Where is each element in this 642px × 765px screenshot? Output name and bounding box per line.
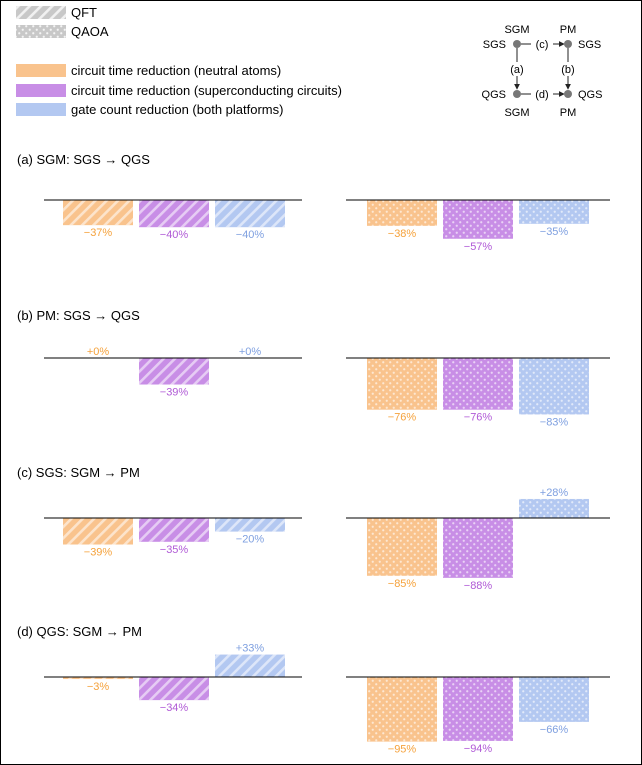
schematic-top-left-side: SGS xyxy=(483,39,506,51)
legend: QFT QAOA circuit time reduction (neutral… xyxy=(16,5,342,117)
schematic-bottom-right-side: QGS xyxy=(578,89,602,101)
panel-3: (c) SGS: SGM → PM −39% −35% −20% −85% −88% +28… xyxy=(17,465,610,592)
legend-swatch-sc xyxy=(16,84,66,97)
panel-4-qft-gate-bar-texture xyxy=(215,654,285,677)
panel-1-qft-neutral-label: −37% xyxy=(84,227,113,239)
panels: (a) SGM: SGS → QGS −37% −40% −40% −38% −57% −3… xyxy=(17,152,610,756)
panel-2-qft-sc-bar-texture xyxy=(139,358,209,385)
schematic-bottom-left-side: QGS xyxy=(482,89,506,101)
panel-3-qft-sc-label: −35% xyxy=(160,544,189,556)
panel-2: (b) PM: SGS → QGS +0% −39% +0% −76% −76% −83% xyxy=(17,308,610,428)
panel-1-qaoa-gate-label: −35% xyxy=(540,226,569,238)
panel-2-qaoa-gate-bar-texture xyxy=(519,358,589,415)
panel-3-qft-gate-label: −20% xyxy=(236,534,265,546)
panel-4: (d) QGS: SGM → PM −3% −34% +33% −95% −94% −66% xyxy=(17,624,610,756)
panel-2-qft-gate-label: +0% xyxy=(239,346,262,358)
legend-label-qft: QFT xyxy=(71,5,97,20)
panel-4-title: (d) QGS: SGM → PM xyxy=(17,624,142,639)
panel-2-qft-sc-label: −39% xyxy=(160,387,189,399)
panel-1-qft-sc-bar-texture xyxy=(139,200,209,228)
panel-4-qft-sc-bar-texture xyxy=(139,677,209,701)
panel-4-qft-neutral-label: −3% xyxy=(87,681,110,693)
panel-3-qaoa-neutral-label: −85% xyxy=(388,578,417,590)
panel-3-qaoa-neutral-bar-texture xyxy=(367,518,437,576)
legend-swatch-gate xyxy=(16,103,66,116)
panel-1-qaoa-gate-bar-texture xyxy=(519,200,589,224)
legend-label-qaoa: QAOA xyxy=(71,24,109,39)
legend-swatch-qaoa xyxy=(16,25,66,38)
panel-1: (a) SGM: SGS → QGS −37% −40% −40% −38% −57% −3… xyxy=(17,152,610,253)
schematic-node-pm-qgs xyxy=(564,90,572,98)
panel-3-qaoa-gate-label: +28% xyxy=(540,487,569,499)
panel-4-qaoa-sc-label: −94% xyxy=(464,743,493,755)
transition-schematic: SGM SGS PM SGS (c) (a) (b) (d) QGS SGM Q… xyxy=(482,24,603,119)
panel-4-qaoa-gate-label: −66% xyxy=(540,724,569,736)
panel-2-qaoa-sc-bar-texture xyxy=(443,358,513,410)
legend-label-gate: gate count reduction (both platforms) xyxy=(71,102,283,117)
panel-1-qft-sc-label: −40% xyxy=(160,229,189,241)
panel-4-qft-gate-label: +33% xyxy=(236,643,265,655)
schematic-top-right-top: PM xyxy=(560,24,577,36)
panel-3-qft-neutral-label: −39% xyxy=(84,547,113,559)
schematic-node-sgm-qgs xyxy=(513,90,521,98)
panel-3-qaoa-sc-bar-texture xyxy=(443,518,513,578)
panel-4-qft-neutral-bar-texture xyxy=(63,677,133,680)
panel-2-qaoa-neutral-bar-texture xyxy=(367,358,437,410)
panel-1-qaoa-sc-bar-texture xyxy=(443,200,513,239)
panel-3-qaoa-sc-label: −88% xyxy=(464,580,493,592)
schematic-edge-b: (b) xyxy=(561,64,574,76)
panel-1-qaoa-sc-label: −57% xyxy=(464,241,493,253)
panel-4-qft-sc-label: −34% xyxy=(160,702,189,714)
panel-4-qaoa-neutral-label: −95% xyxy=(388,744,417,756)
panel-4-qaoa-sc-bar-texture xyxy=(443,677,513,741)
panel-1-qft-gate-bar-texture xyxy=(215,200,285,228)
legend-swatch-neutral xyxy=(16,64,66,77)
legend-swatch-qft xyxy=(16,6,66,19)
panel-3-qft-neutral-bar-texture xyxy=(63,518,133,545)
panel-1-qft-neutral-bar-texture xyxy=(63,200,133,226)
legend-label-sc: circuit time reduction (superconducting … xyxy=(71,83,342,98)
panel-4-qaoa-gate-bar-texture xyxy=(519,677,589,722)
panel-1-qaoa-neutral-bar-texture xyxy=(367,200,437,226)
legend-label-neutral: circuit time reduction (neutral atoms) xyxy=(71,63,281,78)
schematic-bottom-left-bottom: SGM xyxy=(504,107,529,119)
panel-2-qft-neutral-label: +0% xyxy=(87,346,110,358)
panel-1-qft-gate-label: −40% xyxy=(236,229,265,241)
schematic-edge-d: (d) xyxy=(535,89,548,101)
schematic-top-right-side: SGS xyxy=(578,39,601,51)
panel-3-qft-sc-bar-texture xyxy=(139,518,209,542)
schematic-edge-a: (a) xyxy=(510,64,523,76)
panel-2-qaoa-gate-label: −83% xyxy=(540,416,569,428)
panel-2-qaoa-neutral-label: −76% xyxy=(388,412,417,424)
panel-2-qaoa-sc-label: −76% xyxy=(464,412,493,424)
panel-3-qaoa-gate-bar-texture xyxy=(519,498,589,518)
panel-1-qaoa-neutral-label: −38% xyxy=(388,228,417,240)
panel-1-title: (a) SGM: SGS → QGS xyxy=(17,152,150,167)
panel-2-title: (b) PM: SGS → QGS xyxy=(17,308,140,323)
panel-3-title: (c) SGS: SGM → PM xyxy=(17,465,140,480)
panel-4-qaoa-neutral-bar-texture xyxy=(367,677,437,742)
schematic-node-sgm-sgs xyxy=(513,40,521,48)
panel-3-qft-gate-bar-texture xyxy=(215,518,285,532)
schematic-node-pm-sgs xyxy=(564,40,572,48)
schematic-edge-c: (c) xyxy=(536,39,549,51)
schematic-bottom-right-bottom: PM xyxy=(560,107,577,119)
schematic-top-left-top: SGM xyxy=(504,24,529,36)
